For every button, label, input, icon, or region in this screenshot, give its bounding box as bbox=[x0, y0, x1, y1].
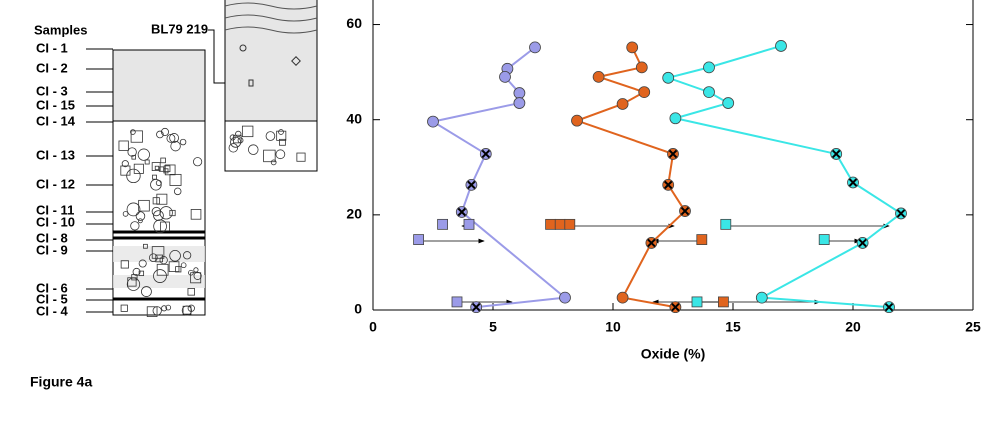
square-point bbox=[819, 235, 829, 245]
data-point bbox=[617, 292, 628, 303]
data-point bbox=[593, 71, 604, 82]
x-tick-label: 5 bbox=[489, 319, 497, 335]
x-tick-label: 15 bbox=[725, 319, 741, 335]
series-line bbox=[577, 47, 685, 307]
series-line bbox=[433, 47, 565, 307]
x-tick-label: 20 bbox=[845, 319, 861, 335]
square-point bbox=[721, 219, 731, 229]
x-tick-label: 25 bbox=[965, 319, 981, 335]
data-point bbox=[704, 62, 715, 73]
data-point bbox=[639, 87, 650, 98]
data-point bbox=[663, 72, 674, 83]
square-point bbox=[697, 235, 707, 245]
series-line bbox=[668, 46, 901, 307]
y-tick-label: 40 bbox=[346, 110, 362, 126]
square-point bbox=[414, 235, 424, 245]
leader bbox=[208, 30, 225, 83]
data-point bbox=[514, 98, 525, 109]
sample-label: CI - 9 bbox=[36, 242, 68, 257]
sample-label: CI - 4 bbox=[36, 303, 69, 318]
stratigraphic-columns: Samples BL79 219 CI - 1 CI - 2 CI - 3CI - 15… bbox=[34, 0, 317, 318]
grey-bed bbox=[113, 275, 205, 288]
sample-label: CI - 14 bbox=[36, 113, 76, 128]
data-point bbox=[704, 87, 715, 98]
column-header: Samples bbox=[34, 22, 87, 37]
grey-bed bbox=[113, 246, 205, 262]
data-point bbox=[428, 116, 439, 127]
sample-label: CI - 2 bbox=[36, 60, 68, 75]
data-point bbox=[670, 113, 681, 124]
sample-label: CI - 10 bbox=[36, 214, 75, 229]
square-point bbox=[565, 219, 575, 229]
sample-label: CI - 3 bbox=[36, 83, 68, 98]
chart: 0 20 40 60 0 5 10 15 20 25 Oxide (%) bbox=[346, 0, 981, 362]
x-axis-label: Oxide (%) bbox=[641, 346, 706, 362]
data-point bbox=[723, 98, 734, 109]
sample-label: CI - 15 bbox=[36, 97, 75, 112]
sample-label: CI - 1 bbox=[36, 40, 68, 55]
data-point bbox=[530, 42, 541, 53]
square-point bbox=[546, 219, 556, 229]
y-tick-label: 20 bbox=[346, 206, 362, 222]
mud-unit bbox=[113, 50, 205, 121]
data-point bbox=[500, 71, 511, 82]
square-point bbox=[718, 297, 728, 307]
square-point bbox=[464, 219, 474, 229]
data-point bbox=[572, 115, 583, 126]
x-tick-label: 10 bbox=[605, 319, 621, 335]
data-point bbox=[627, 42, 638, 53]
square-point bbox=[438, 219, 448, 229]
figure-label: Figure 4a bbox=[30, 374, 92, 390]
sample-label: CI - 13 bbox=[36, 147, 75, 162]
square-point bbox=[452, 297, 462, 307]
sample-label: CI - 12 bbox=[36, 176, 75, 191]
data-point bbox=[514, 88, 525, 99]
data-point bbox=[756, 292, 767, 303]
data-point bbox=[776, 40, 787, 51]
core-label: BL79 219 bbox=[151, 21, 208, 36]
square-point bbox=[692, 297, 702, 307]
y-tick-label: 0 bbox=[354, 301, 362, 317]
data-point bbox=[560, 292, 571, 303]
data-point bbox=[617, 98, 628, 109]
figure: Samples BL79 219 CI - 1 CI - 2 CI - 3CI - 15… bbox=[0, 0, 983, 433]
x-tick-label: 0 bbox=[369, 319, 377, 335]
square-point bbox=[555, 219, 565, 229]
y-tick-label: 60 bbox=[346, 15, 362, 31]
data-point bbox=[636, 62, 647, 73]
